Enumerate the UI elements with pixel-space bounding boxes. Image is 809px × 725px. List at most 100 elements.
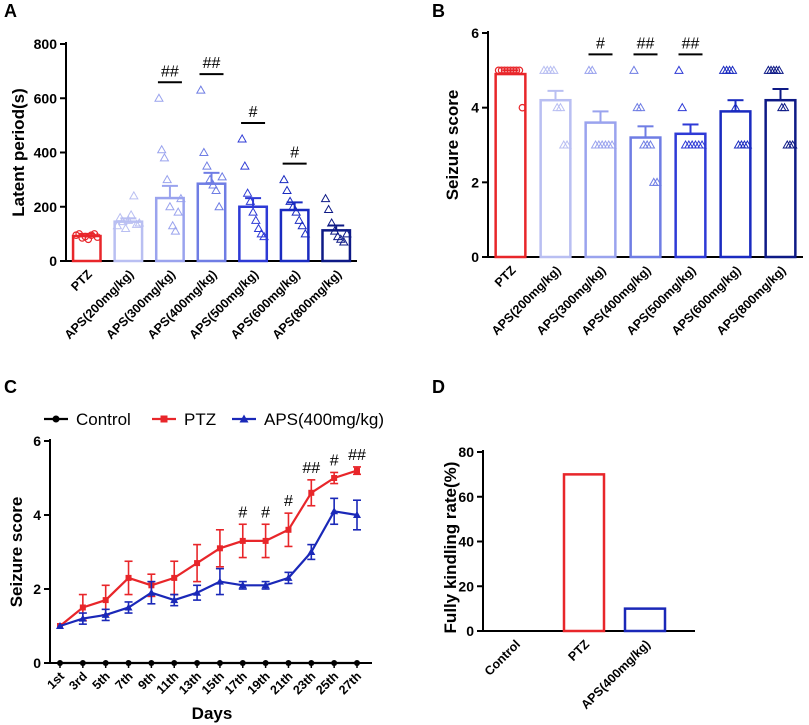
x-tick-label: 15th [199, 669, 227, 697]
x-tick-label: 11th [154, 669, 182, 697]
x-tick-label: 1st [44, 669, 67, 692]
data-point [248, 207, 258, 216]
series-marker [261, 581, 270, 589]
bar [674, 132, 707, 259]
significance-mark: ## [302, 460, 320, 477]
bar [623, 607, 667, 633]
data-point [167, 220, 178, 230]
series-marker [262, 660, 269, 666]
data-point [253, 223, 264, 232]
y-tick-label: 80 [458, 444, 474, 460]
series-line [59, 510, 358, 628]
data-point [332, 231, 343, 241]
series-marker [193, 588, 202, 596]
x-tick-label: 17th [222, 669, 250, 697]
series-marker [171, 574, 178, 581]
data-point [515, 66, 524, 75]
data-point [787, 139, 798, 149]
series-marker [101, 610, 110, 618]
y-tick-label: 0 [49, 253, 57, 269]
legend-marker [160, 415, 168, 423]
category-label: Control [482, 637, 523, 678]
data-point [342, 228, 352, 238]
y-axis-label: Fully kindling rate(%) [441, 462, 460, 634]
series-marker [102, 597, 109, 604]
series-marker [147, 588, 156, 596]
data-point [237, 133, 247, 143]
series-marker [171, 660, 178, 666]
series-marker [125, 574, 132, 581]
data-point [131, 219, 142, 228]
series-marker [148, 660, 155, 666]
series-marker [124, 603, 133, 611]
data-point [338, 237, 349, 246]
bar [562, 473, 606, 633]
bar [154, 196, 185, 263]
y-tick-label: 4 [33, 507, 41, 523]
data-point [199, 147, 209, 156]
data-point [587, 65, 598, 74]
x-tick-label: 23th [290, 669, 318, 697]
y-tick-label: 400 [34, 145, 58, 161]
y-tick-label: 60 [458, 489, 474, 505]
series-marker [354, 660, 360, 666]
series-marker [102, 660, 109, 666]
data-point [93, 233, 102, 241]
series-marker [331, 475, 338, 481]
series-marker [194, 560, 201, 567]
series-marker [215, 577, 224, 585]
significance-mark: # [330, 452, 339, 469]
series-marker [239, 660, 246, 666]
x-axis-label: Days [192, 704, 233, 723]
series-marker [308, 489, 315, 496]
y-tick-label: 600 [34, 90, 58, 106]
x-tick-label: 25th [313, 669, 341, 697]
data-point [288, 201, 298, 211]
series-marker [216, 660, 223, 666]
data-point [297, 220, 308, 230]
data-point [242, 188, 253, 197]
data-point [320, 193, 331, 203]
data-point [162, 174, 173, 184]
data-point [512, 66, 521, 75]
data-point [562, 139, 572, 149]
y-tick-label: 40 [458, 534, 474, 550]
data-point [555, 102, 566, 112]
x-tick-label: 19th [245, 669, 273, 697]
bar [719, 110, 752, 259]
bar [629, 136, 662, 259]
data-point [285, 196, 295, 205]
y-tick-label: 2 [471, 174, 479, 190]
data-point [112, 220, 123, 230]
series-marker [308, 660, 315, 666]
y-tick-label: 2 [33, 581, 41, 597]
significance-mark: # [249, 104, 258, 121]
series-marker [285, 660, 292, 666]
y-tick-label: 6 [471, 25, 479, 41]
data-point [176, 193, 186, 203]
data-point [697, 139, 707, 149]
data-point [245, 196, 256, 205]
data-point [123, 215, 134, 224]
category-label: PTZ [492, 263, 519, 290]
bar [279, 208, 310, 263]
data-point [326, 218, 337, 227]
series-marker [78, 614, 87, 622]
significance-mark: ## [203, 55, 221, 72]
series-marker [262, 537, 269, 544]
legend-label: PTZ [184, 410, 216, 429]
x-tick-label: 13th [176, 669, 204, 697]
data-point [126, 209, 136, 219]
y-tick-label: 6 [33, 433, 41, 449]
series-marker [238, 581, 247, 589]
panel-letter-c: C [4, 377, 17, 397]
significance-mark: ## [637, 35, 655, 52]
series-marker [354, 467, 360, 474]
series-marker [79, 604, 86, 611]
bar [539, 98, 572, 259]
data-point [635, 102, 646, 112]
data-point [170, 226, 181, 235]
